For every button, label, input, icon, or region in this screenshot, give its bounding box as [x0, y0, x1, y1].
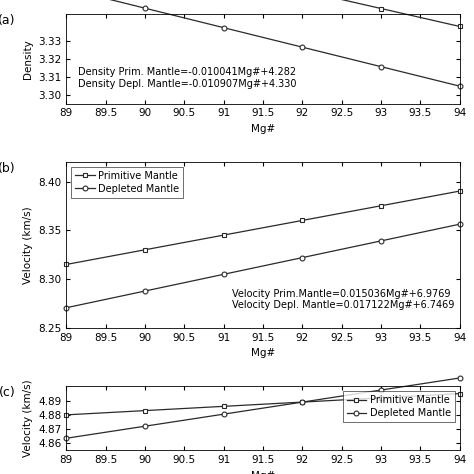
Primitive Mantle: [300, 399, 305, 405]
Depleted Mantle: [142, 423, 148, 429]
X-axis label: Mg#: Mg#: [251, 471, 275, 474]
Line: Depleted Mantle: Depleted Mantle: [64, 0, 462, 89]
Primitive Mantle: [64, 262, 69, 267]
Line: Depleted Mantle: Depleted Mantle: [64, 222, 462, 310]
Line: Primitive Mantle: Primitive Mantle: [64, 391, 462, 417]
Depleted Mantle: [457, 221, 463, 227]
Depleted Mantle: [300, 399, 305, 405]
Primitive Mantle: [378, 6, 384, 11]
Line: Primitive Mantle: Primitive Mantle: [64, 189, 462, 267]
Line: Primitive Mantle: Primitive Mantle: [64, 0, 462, 29]
Legend: Primitive Mantle, Depleted Mantle: Primitive Mantle, Depleted Mantle: [71, 167, 183, 198]
X-axis label: Mg#: Mg#: [251, 348, 275, 358]
Line: Depleted Mantle: Depleted Mantle: [64, 375, 462, 441]
Y-axis label: Density: Density: [23, 39, 33, 79]
Depleted Mantle: [64, 436, 69, 441]
Y-axis label: Velocity (km/s): Velocity (km/s): [23, 380, 33, 457]
Primitive Mantle: [457, 24, 463, 29]
Primitive Mantle: [221, 232, 227, 238]
Primitive Mantle: [457, 391, 463, 396]
Depleted Mantle: [300, 255, 305, 260]
Text: (c): (c): [0, 386, 15, 400]
Depleted Mantle: [378, 238, 384, 244]
Depleted Mantle: [221, 411, 227, 417]
Primitive Mantle: [378, 395, 384, 401]
Primitive Mantle: [221, 403, 227, 409]
Primitive Mantle: [300, 218, 305, 223]
Depleted Mantle: [221, 25, 227, 30]
Depleted Mantle: [142, 288, 148, 294]
Primitive Mantle: [142, 247, 148, 253]
Depleted Mantle: [300, 45, 305, 50]
Legend: Primitive Mantle, Depleted Mantle: Primitive Mantle, Depleted Mantle: [343, 392, 455, 422]
Primitive Mantle: [142, 408, 148, 413]
Depleted Mantle: [64, 305, 69, 310]
Depleted Mantle: [457, 375, 463, 381]
Depleted Mantle: [378, 387, 384, 393]
Depleted Mantle: [457, 83, 463, 89]
Text: Density Prim. Mantle=-0.010041Mg#+4.282
Density Depl. Mantle=-0.010907Mg#+4.330: Density Prim. Mantle=-0.010041Mg#+4.282 …: [78, 67, 297, 89]
Text: (b): (b): [0, 162, 15, 175]
Depleted Mantle: [142, 5, 148, 11]
Text: Velocity Prim.Mantle=0.015036Mg#+6.9769
Velocity Depl. Mantle=0.017122Mg#+6.7469: Velocity Prim.Mantle=0.015036Mg#+6.9769 …: [232, 289, 454, 310]
Depleted Mantle: [378, 64, 384, 70]
Primitive Mantle: [457, 188, 463, 194]
Primitive Mantle: [378, 203, 384, 209]
Depleted Mantle: [221, 272, 227, 277]
Text: (a): (a): [0, 14, 15, 27]
X-axis label: Mg#: Mg#: [251, 124, 275, 134]
Y-axis label: Velocity (km/s): Velocity (km/s): [23, 206, 33, 284]
Primitive Mantle: [64, 412, 69, 418]
